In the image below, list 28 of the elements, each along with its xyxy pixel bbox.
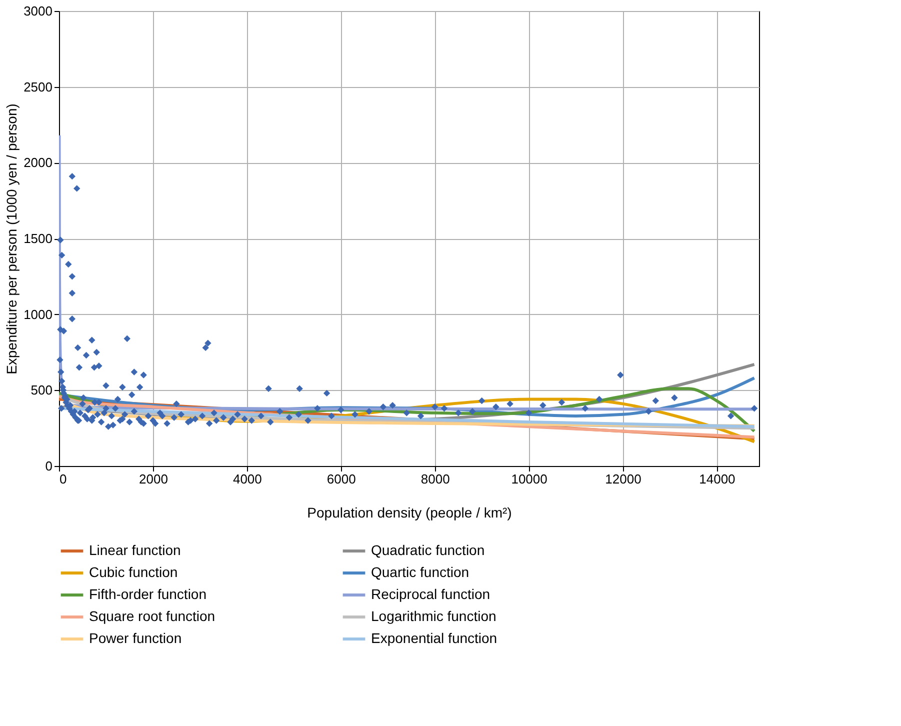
y-tick-label: 2500 — [24, 79, 52, 94]
legend-label: Quadratic function — [371, 542, 485, 558]
y-tick-label: 2000 — [24, 155, 52, 170]
legend-label: Exponential function — [371, 630, 498, 646]
x-tick-label: 0 — [60, 472, 67, 486]
x-tick-label: 6000 — [326, 472, 356, 486]
x-tick-label: 12000 — [605, 472, 642, 486]
y-tick-label: 3000 — [24, 4, 52, 18]
legend-label: Logarithmic function — [371, 608, 496, 624]
y-tick-label: 0 — [45, 458, 52, 474]
x-tick-label: 10000 — [511, 472, 548, 486]
y-tick-label: 1500 — [24, 231, 52, 246]
legend-label: Quartic function — [371, 564, 470, 580]
x-tick-label: 14000 — [699, 472, 736, 486]
y-tick-label: 1000 — [24, 306, 52, 322]
x-axis-title: Population density (people / km²) — [307, 504, 512, 520]
legend-label: Cubic function — [89, 564, 178, 580]
x-tick-label: 4000 — [232, 472, 262, 486]
legend-label: Square root function — [89, 608, 216, 624]
legend-label: Power function — [89, 630, 182, 646]
line-series — [59, 406, 756, 428]
legend-label: Linear function — [89, 542, 181, 558]
x-tick-label: 8000 — [420, 472, 450, 486]
y-tick-label: 500 — [30, 382, 52, 398]
legend-label: Fifth-order function — [89, 586, 206, 602]
x-tick-label: 2000 — [139, 472, 168, 486]
y-axis-title: Expenditure per person (1000 yen / person) — [4, 104, 20, 374]
legend-label: Reciprocal function — [371, 586, 490, 602]
